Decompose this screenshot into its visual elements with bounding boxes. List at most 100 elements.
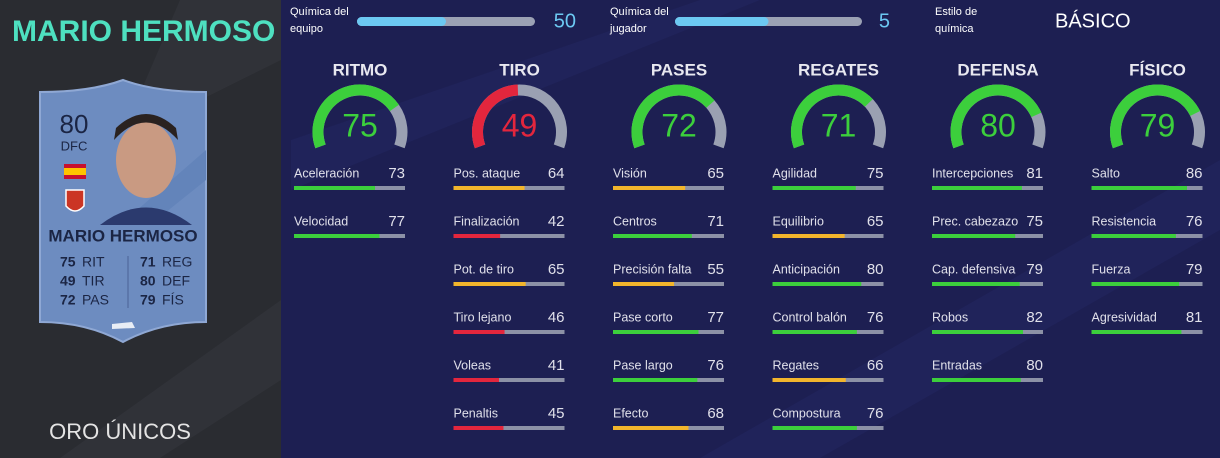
bg-stripe xyxy=(60,300,281,458)
gauge-value: 75 xyxy=(342,107,378,143)
stat-name: Visión xyxy=(613,166,647,180)
stat-value: 79 xyxy=(1026,261,1043,278)
stat-bar xyxy=(1091,186,1187,190)
stat-name: Agilidad xyxy=(773,166,818,180)
stat-value: 73 xyxy=(388,165,405,182)
stat-bar xyxy=(772,186,856,190)
stat-bar xyxy=(613,378,698,382)
portrait-hair xyxy=(114,114,178,140)
gauge xyxy=(950,84,1042,149)
stat-bar xyxy=(932,234,1016,238)
chem-label: Química del equipo xyxy=(290,6,349,35)
stat-value: 86 xyxy=(1186,165,1203,182)
stat-bar xyxy=(453,234,501,238)
stat-value: 55 xyxy=(707,261,724,278)
stat-bar-track xyxy=(453,378,565,382)
stat-bar xyxy=(613,186,686,190)
stat-value: 66 xyxy=(867,357,884,374)
card-rating: 80 xyxy=(60,109,89,139)
gauge xyxy=(1110,84,1201,149)
stat-name: Pos. ataque xyxy=(454,166,521,180)
stat-name: Pase corto xyxy=(613,310,673,324)
stat-name: Agresividad xyxy=(1092,310,1157,324)
stat-name: Voleas xyxy=(454,358,492,372)
stat-name: Finalización xyxy=(454,214,520,228)
stat-name: Aceleración xyxy=(294,166,359,180)
stat-name: Salto xyxy=(1092,166,1121,180)
stat-bar xyxy=(453,186,525,190)
stat-value: 71 xyxy=(707,213,724,230)
stat-name: Velocidad xyxy=(294,214,348,228)
stat-value: 75 xyxy=(1026,213,1043,230)
card-stat-label: TIR xyxy=(82,273,105,289)
portrait-shirt xyxy=(100,207,192,225)
stat-value: 41 xyxy=(548,357,565,374)
stat-name: Robos xyxy=(932,310,968,324)
stat-name: Resistencia xyxy=(1092,214,1157,228)
card-stat-label: RIT xyxy=(82,254,105,270)
chem-value: 50 xyxy=(554,10,576,32)
stat-bar xyxy=(1091,330,1182,334)
gauge-value: 72 xyxy=(661,107,697,143)
stat-value: 64 xyxy=(548,165,565,182)
stat-bar xyxy=(453,426,504,430)
stat-bar-track xyxy=(453,330,565,334)
stat-name: Cap. defensiva xyxy=(932,262,1015,276)
stat-bar xyxy=(613,426,689,430)
chem-bar xyxy=(357,17,446,26)
stat-name: Fuerza xyxy=(1092,262,1131,276)
stat-name: Pase largo xyxy=(613,358,673,372)
card-stat-label: FÍS xyxy=(162,292,184,308)
card-stat-label: PAS xyxy=(82,292,109,308)
stat-bar xyxy=(772,282,862,286)
gauge-value: 79 xyxy=(1140,107,1176,143)
stat-bar xyxy=(453,282,526,286)
gauge xyxy=(312,84,399,149)
card-stat-value: 49 xyxy=(60,273,76,289)
stat-value: 76 xyxy=(1186,213,1203,230)
stat-name: Penaltis xyxy=(454,406,498,420)
card-stat-value: 79 xyxy=(140,292,156,308)
gauge-value: 80 xyxy=(980,107,1016,143)
stat-bar xyxy=(294,234,380,238)
stat-bar xyxy=(1091,234,1176,238)
stat-name: Equilibrio xyxy=(773,214,824,228)
stat-bar xyxy=(453,378,500,382)
stat-bar-track xyxy=(453,234,565,238)
stat-name: Efecto xyxy=(613,406,648,420)
gauge xyxy=(472,84,519,149)
stat-bar xyxy=(932,330,1024,334)
stat-value: 77 xyxy=(388,213,405,230)
stat-bar xyxy=(613,234,692,238)
stat-bar xyxy=(453,330,505,334)
stat-name: Intercepciones xyxy=(932,166,1013,180)
bg-stripe xyxy=(700,160,1220,458)
gauge-value: 49 xyxy=(502,107,538,143)
stat-value: 42 xyxy=(548,213,565,230)
card-name: MARIO HERMOSO xyxy=(48,226,197,245)
stat-bar xyxy=(613,330,699,334)
card-stat-value: 80 xyxy=(140,273,156,289)
stat-value: 81 xyxy=(1186,309,1203,326)
card-stat-value: 75 xyxy=(60,254,76,270)
gauge-value: 71 xyxy=(821,107,857,143)
stat-bar-track xyxy=(453,426,565,430)
flag xyxy=(64,164,86,168)
stat-value: 75 xyxy=(867,165,884,182)
boot-icon xyxy=(112,322,135,329)
card-position: DFC xyxy=(61,138,88,153)
stat-name: Compostura xyxy=(773,406,841,420)
chem-label: Estilo de química xyxy=(935,6,978,35)
card-stat-value: 71 xyxy=(140,254,156,270)
stat-value: 81 xyxy=(1026,165,1043,182)
stat-bar xyxy=(772,330,857,334)
stat-name: Control balón xyxy=(773,310,847,324)
stat-bar xyxy=(613,282,675,286)
category-title: DEFENSA xyxy=(957,60,1038,79)
stat-value: 46 xyxy=(548,309,565,326)
stat-value: 80 xyxy=(867,261,884,278)
stat-name: Tiro lejano xyxy=(454,310,512,324)
chem-bar xyxy=(675,17,769,26)
stat-name: Centros xyxy=(613,214,657,228)
